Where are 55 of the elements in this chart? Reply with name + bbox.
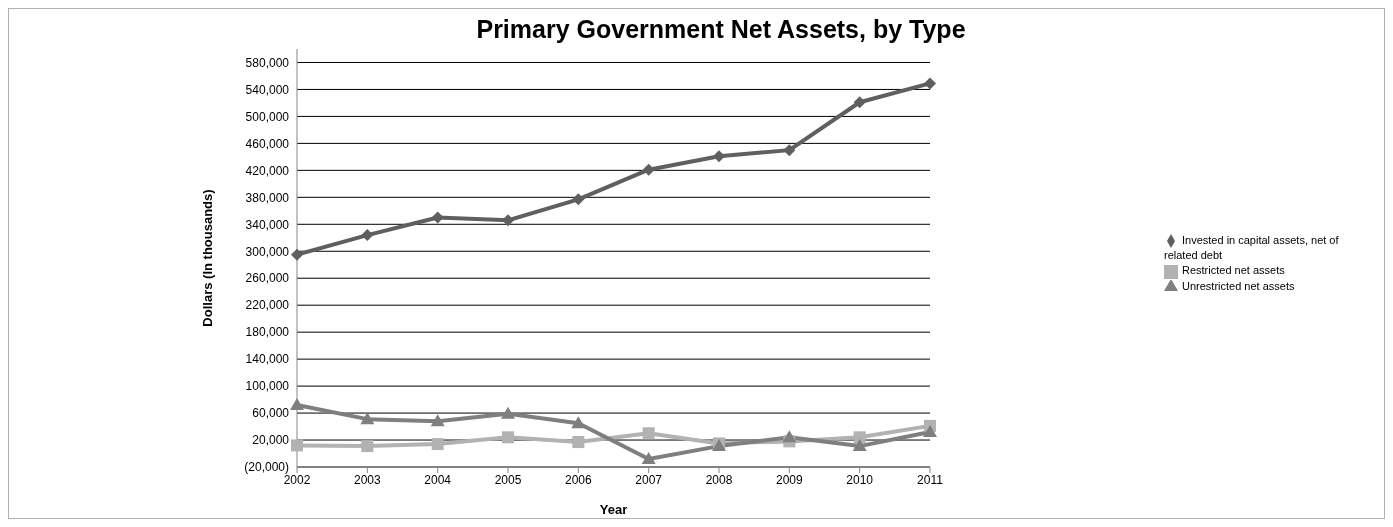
x-tick-label: 2006 — [564, 472, 592, 487]
x-tick-label: 2009 — [775, 472, 803, 487]
point — [571, 416, 586, 429]
point — [852, 439, 867, 452]
y-tick-label: 100,000 — [245, 379, 290, 394]
point — [924, 77, 936, 90]
x-tick-label: 2011 — [917, 472, 944, 487]
point — [853, 431, 866, 444]
point — [290, 397, 304, 410]
y-tick-label: 380,000 — [245, 190, 290, 205]
point — [431, 438, 444, 451]
y-tick-label: 420,000 — [245, 163, 290, 178]
y-tick-label: 340,000 — [245, 217, 290, 232]
legend-label: Unrestricted net assets — [1182, 279, 1295, 292]
point — [641, 451, 656, 464]
y-tick-label: 500,000 — [245, 109, 290, 124]
point — [501, 406, 515, 419]
point — [923, 424, 937, 437]
y-tick-label: 300,000 — [245, 244, 290, 259]
point — [430, 414, 445, 427]
point — [291, 439, 303, 452]
y-tick-label: 220,000 — [245, 298, 290, 313]
point — [713, 150, 725, 163]
y-tick-label: 260,000 — [245, 271, 290, 286]
x-tick-label: 2005 — [494, 472, 522, 487]
x-tick-label: 2007 — [635, 472, 663, 487]
x-axis-title: Year — [599, 502, 628, 517]
y-tick-label: (20,000) — [244, 460, 289, 475]
y-tick-label: 180,000 — [245, 325, 290, 340]
y-tick-label: 580,000 — [245, 55, 290, 70]
y-axis-title: Dollars (In thousands) — [199, 189, 215, 327]
point — [853, 96, 866, 109]
y-tick-label: 20,000 — [252, 433, 290, 448]
x-tick-label: 2004 — [424, 472, 452, 487]
point — [572, 193, 585, 206]
point — [782, 430, 797, 443]
x-tick-label: 2003 — [353, 472, 381, 487]
point — [572, 436, 585, 449]
point — [642, 427, 655, 440]
x-tick-label: 2008 — [705, 472, 733, 487]
point — [502, 431, 514, 444]
point — [361, 229, 374, 242]
legend-label: Invested in capital assets, net of related debt — [1164, 234, 1339, 262]
point — [360, 412, 375, 425]
point — [642, 163, 655, 176]
y-tick-label: 140,000 — [245, 352, 290, 367]
legend-label: Restricted net assets — [1182, 264, 1285, 277]
y-tick-label: 60,000 — [252, 406, 290, 421]
y-tick-label: 540,000 — [245, 82, 290, 97]
point — [291, 248, 303, 261]
chart-title: Primary Government Net Assets, by Type — [475, 15, 967, 44]
y-tick-label: 460,000 — [245, 136, 290, 151]
point — [783, 144, 796, 157]
point — [361, 440, 374, 453]
x-tick-label: 2010 — [846, 472, 874, 487]
